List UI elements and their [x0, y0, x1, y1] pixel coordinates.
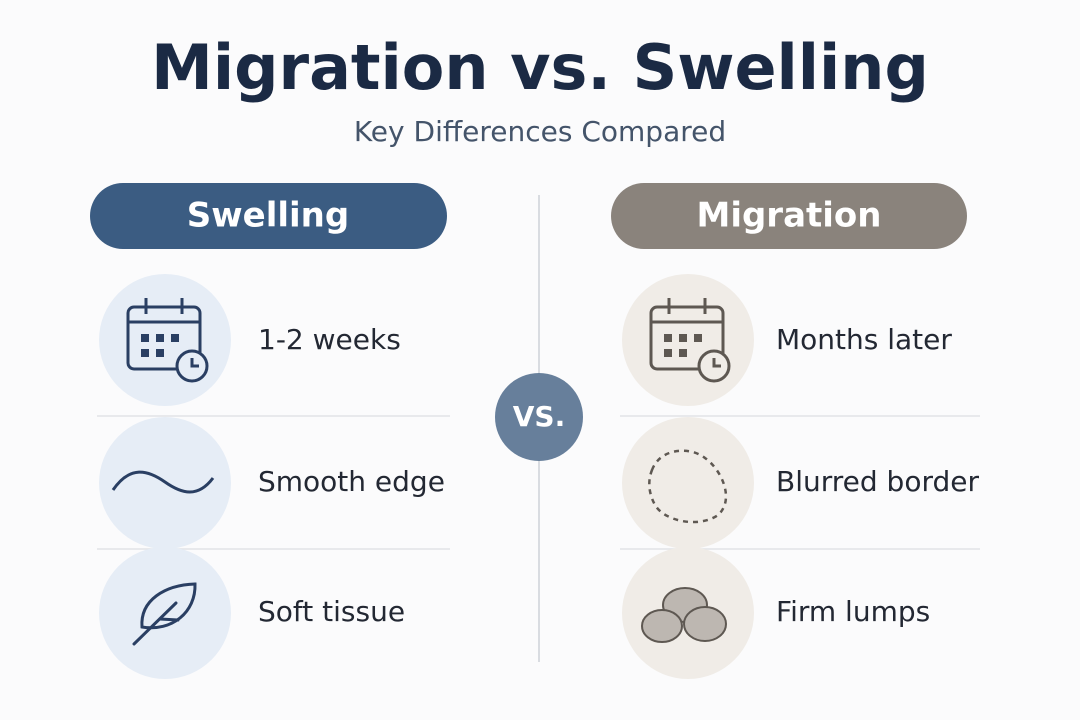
calendar-icon [126, 298, 209, 383]
item-text: Blurred border [776, 465, 979, 498]
calendar-dots [664, 334, 702, 357]
wave-icon [111, 470, 215, 494]
item-text: Firm lumps [776, 595, 930, 628]
item-text: Months later [776, 323, 952, 356]
column-heading: Swelling [187, 196, 349, 236]
vs-label: VS. [513, 400, 565, 433]
items: 1-2 weeks Smooth edge Soft tissue Months… [258, 323, 979, 628]
column-heading: Migration [696, 196, 881, 236]
calendar-icon [649, 298, 731, 383]
blur-icon [648, 449, 728, 524]
item-text: Smooth edge [258, 465, 445, 498]
title: Migration vs. Swelling [151, 31, 929, 104]
calendar-dots [141, 334, 179, 357]
leaf-icon [132, 582, 197, 646]
heading-pill [90, 183, 447, 249]
lumps-icon [641, 587, 727, 643]
item-text: Soft tissue [258, 595, 405, 628]
subtitle: Key Differences Compared [354, 115, 726, 148]
item-text: 1-2 weeks [258, 323, 401, 356]
heading-pill [611, 183, 967, 249]
vs-badge [495, 373, 583, 461]
